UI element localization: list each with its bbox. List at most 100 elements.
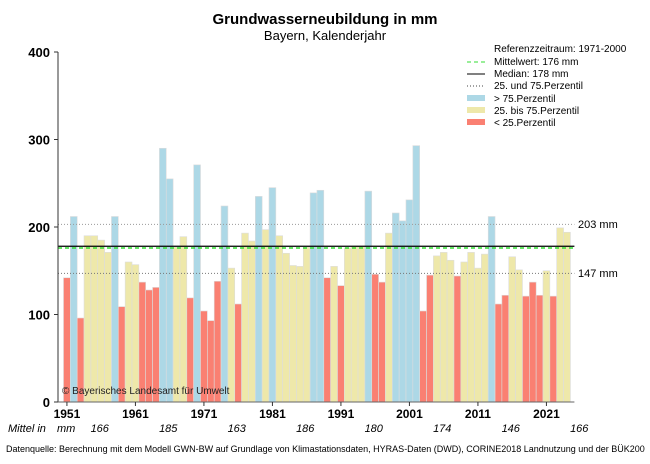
bar-2017 xyxy=(515,269,523,403)
bar-1964 xyxy=(152,287,160,403)
bar-2016 xyxy=(508,256,516,403)
bar-2007 xyxy=(446,259,455,403)
bar-2013 xyxy=(487,216,496,403)
x-tick-label: 1951 xyxy=(54,407,81,421)
copyright-text: © Bayerisches Landesamt für Umwelt xyxy=(62,386,230,397)
bar-2019 xyxy=(528,281,537,403)
bar-1958 xyxy=(111,216,119,403)
bar-2015 xyxy=(501,294,510,403)
bar-2023 xyxy=(556,227,564,403)
legend-reference-period: Referenzzeitraum: 1971-2000 xyxy=(494,44,627,55)
y-tick-label: 400 xyxy=(28,45,50,60)
bar-1984 xyxy=(289,265,297,403)
y-tick-label: 0 xyxy=(43,395,50,410)
bar-1988 xyxy=(316,189,325,403)
bar-1967 xyxy=(172,246,181,403)
legend-mid-swatch xyxy=(467,107,485,113)
p75-label: 203 mm xyxy=(578,219,618,231)
bar-2011 xyxy=(474,267,482,403)
bar-1973 xyxy=(213,280,222,403)
decade-mean-value: 185 xyxy=(159,423,178,435)
bar-1968 xyxy=(179,236,188,403)
decade-mean-value: 146 xyxy=(502,423,521,435)
legend-mid: 25. bis 75.Perzentil xyxy=(494,106,579,117)
decade-mean-label: Mittel in xyxy=(8,423,46,435)
decade-mean-value: 186 xyxy=(296,423,315,435)
bar-2001 xyxy=(405,199,414,403)
bar-1966 xyxy=(165,178,174,403)
bar-1977 xyxy=(241,232,249,403)
y-tick-label: 300 xyxy=(28,133,50,148)
bar-1986 xyxy=(302,246,311,403)
bar-1985 xyxy=(296,266,304,403)
bar-1980 xyxy=(261,229,270,403)
x-tick-label: 1961 xyxy=(122,407,149,421)
bar-1954 xyxy=(83,235,92,403)
bar-2018 xyxy=(522,295,530,403)
bar-1951 xyxy=(63,277,71,403)
bar-2024 xyxy=(563,231,571,403)
p25-label: 147 mm xyxy=(578,268,618,280)
bar-1981 xyxy=(268,187,277,403)
bar-2014 xyxy=(494,303,503,403)
x-tick-label: 1971 xyxy=(191,407,218,421)
bar-1989 xyxy=(323,277,331,403)
bar-2009 xyxy=(460,261,468,403)
bar-2006 xyxy=(439,252,448,403)
x-tick-label: 2021 xyxy=(533,407,560,421)
bar-1983 xyxy=(282,252,290,403)
bar-1995 xyxy=(364,190,373,403)
bar-2022 xyxy=(549,295,557,403)
legend-below: < 25.Perzentil xyxy=(494,118,555,129)
bar-1970 xyxy=(193,164,201,403)
decade-mean-value: 166 xyxy=(91,423,110,435)
legend-median: Median: 178 mm xyxy=(494,69,568,80)
bar-2020 xyxy=(535,294,544,403)
bar-1996 xyxy=(371,273,379,403)
bar-1998 xyxy=(385,232,393,403)
bar-1965 xyxy=(159,147,167,403)
bar-1990 xyxy=(330,266,338,403)
bar-1955 xyxy=(90,235,99,403)
legend-above: > 75.Perzentil xyxy=(494,94,555,105)
bar-1957 xyxy=(104,252,112,403)
bar-1991 xyxy=(337,285,345,403)
decade-mean-unit: mm xyxy=(57,423,75,435)
chart-title: Grundwasserneubildung in mm xyxy=(212,11,437,28)
decade-mean-value: 180 xyxy=(365,423,384,435)
bar-1952 xyxy=(70,216,78,403)
bar-1993 xyxy=(350,245,359,403)
x-tick-label: 2011 xyxy=(465,407,491,421)
legend: Referenzzeitraum: 1971-2000 Mittelwert: … xyxy=(467,44,627,129)
decade-mean-value: 163 xyxy=(228,423,247,435)
bar-1975 xyxy=(227,267,236,403)
x-tick-label: 1991 xyxy=(328,407,355,421)
legend-percentile: 25. und 75.Perzentil xyxy=(494,81,583,92)
legend-mean: Mittelwert: 176 mm xyxy=(494,57,578,68)
source-text: Datenquelle: Berechnung mit dem Modell G… xyxy=(6,444,645,454)
bar-1960 xyxy=(124,261,133,403)
bar-1992 xyxy=(344,247,352,403)
bar-1997 xyxy=(378,281,386,403)
bar-1999 xyxy=(391,212,400,403)
y-tick-label: 100 xyxy=(28,308,50,323)
decade-mean-value: 174 xyxy=(433,423,451,435)
bar-1978 xyxy=(248,240,256,403)
x-tick-label: 1981 xyxy=(259,407,286,421)
bar-1974 xyxy=(220,205,229,403)
bar-2010 xyxy=(467,252,475,403)
bar-2003 xyxy=(419,310,427,403)
bar-2008 xyxy=(453,275,462,403)
x-tick-label: 2001 xyxy=(396,407,423,421)
bar-2021 xyxy=(542,270,551,403)
bar-1982 xyxy=(275,235,284,403)
chart-subtitle: Bayern, Kalenderjahr xyxy=(264,28,387,43)
bar-1962 xyxy=(138,281,147,403)
decade-mean-value: 166 xyxy=(570,423,589,435)
bar-1994 xyxy=(357,245,366,403)
y-tick-label: 200 xyxy=(28,220,50,235)
bar-1979 xyxy=(255,196,263,403)
bar-2004 xyxy=(426,274,434,403)
